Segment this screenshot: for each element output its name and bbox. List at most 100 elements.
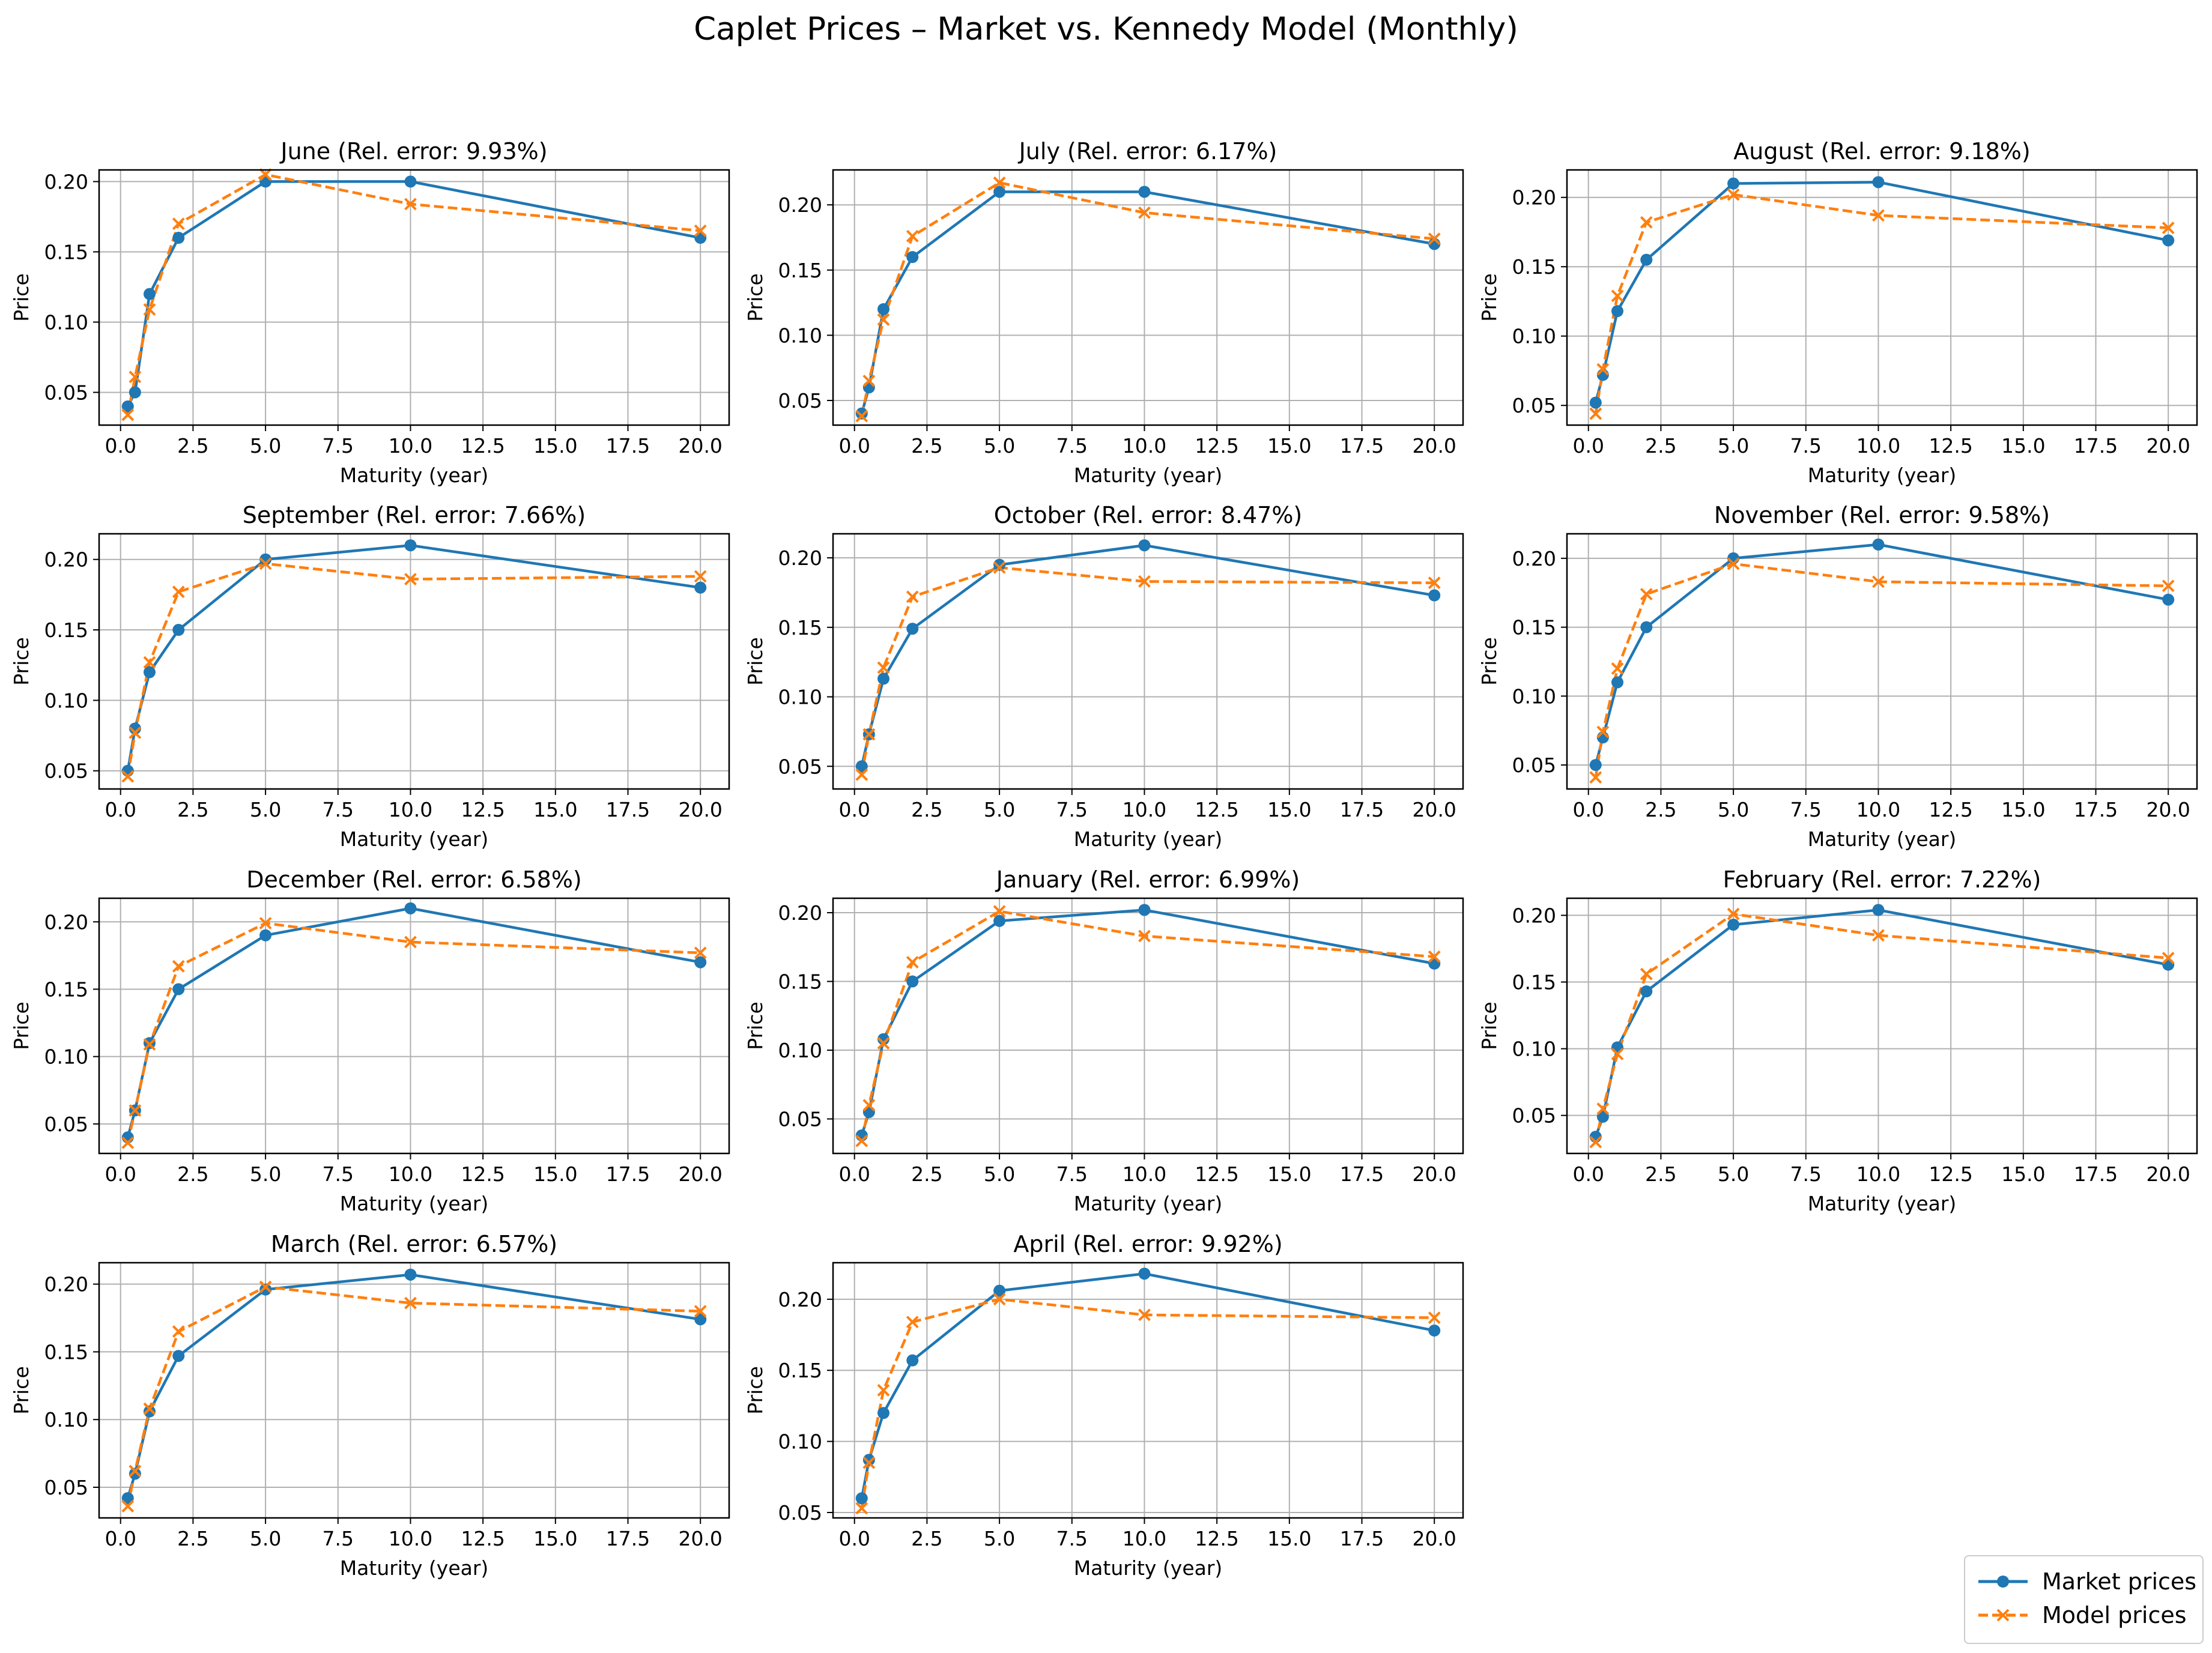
market-point bbox=[404, 1268, 417, 1281]
x-axis-label: Maturity (year) bbox=[340, 464, 489, 487]
market-point bbox=[1640, 621, 1653, 633]
subplot-title: March (Rel. error: 6.57%) bbox=[271, 1231, 557, 1257]
x-tick-label: 7.5 bbox=[323, 798, 354, 821]
model-point bbox=[862, 374, 876, 387]
y-tick-label: 0.05 bbox=[1512, 1104, 1556, 1128]
subplot-title: November (Rel. error: 9.58%) bbox=[1714, 502, 2050, 528]
market-point bbox=[1727, 177, 1740, 190]
x-tick-label: 10.0 bbox=[1856, 1162, 1900, 1186]
market-point bbox=[172, 232, 185, 244]
model-point bbox=[1428, 232, 1441, 246]
model-point bbox=[143, 303, 156, 316]
x-tick-label: 20.0 bbox=[2146, 798, 2190, 821]
plot-frame bbox=[98, 169, 730, 426]
model-point bbox=[121, 1500, 135, 1513]
model-point bbox=[1872, 575, 1885, 588]
subplot: 0.0 2.5 5.0 7.5 10.0 12.5 15.0 17.5 20.0 0.05 0.10… bbox=[10, 138, 730, 487]
y-tick-label: 0.20 bbox=[1512, 904, 1556, 927]
x-tick-label: 15.0 bbox=[1267, 1527, 1311, 1550]
y-tick-label: 0.10 bbox=[1512, 325, 1556, 348]
model-point bbox=[404, 198, 417, 211]
y-tick-label: 0.05 bbox=[778, 1108, 822, 1131]
model-point bbox=[1589, 407, 1602, 420]
x-tick-label: 10.0 bbox=[389, 798, 432, 821]
y-tick-label: 0.15 bbox=[1512, 971, 1556, 994]
model-point bbox=[993, 561, 1006, 574]
model-point bbox=[906, 590, 919, 603]
x-tick-label: 12.5 bbox=[1195, 798, 1238, 821]
y-axis-label: Price bbox=[10, 637, 33, 686]
model-point bbox=[1872, 209, 1885, 222]
market-point bbox=[855, 760, 868, 773]
model-line bbox=[860, 566, 1435, 775]
y-tick-label: 0.10 bbox=[778, 324, 822, 347]
subplot: 0.0 2.5 5.0 7.5 10.0 12.5 15.0 17.5 20.0 0.05 0.10… bbox=[1477, 866, 2198, 1215]
y-tick-label: 0.20 bbox=[1512, 186, 1556, 210]
legend: Market prices Model prices bbox=[1964, 1555, 2204, 1644]
x-tick-label: 15.0 bbox=[533, 1162, 577, 1186]
x-tick-label: 7.5 bbox=[1790, 798, 1822, 821]
y-tick-label: 0.05 bbox=[1512, 754, 1556, 777]
plot-frame bbox=[832, 533, 1464, 790]
x-tick-label: 20.0 bbox=[678, 1527, 722, 1550]
model-point bbox=[259, 1280, 272, 1293]
model-point bbox=[1596, 725, 1610, 739]
market-point bbox=[694, 1313, 707, 1326]
model-point bbox=[1138, 575, 1151, 588]
y-tick-label: 0.10 bbox=[44, 1045, 88, 1069]
market-point bbox=[1611, 1041, 1623, 1054]
x-tick-label: 0.0 bbox=[838, 434, 870, 458]
market-point bbox=[1138, 1268, 1151, 1280]
model-point bbox=[1872, 929, 1885, 942]
x-tick-label: 10.0 bbox=[389, 434, 432, 458]
x-tick-label: 7.5 bbox=[1056, 1162, 1088, 1186]
x-axis-label: Maturity (year) bbox=[1074, 1556, 1223, 1580]
y-tick-label: 0.20 bbox=[778, 193, 822, 217]
x-tick-label: 7.5 bbox=[1056, 1527, 1088, 1550]
model-point bbox=[1640, 588, 1653, 600]
market-point bbox=[877, 1033, 889, 1045]
x-tick-label: 7.5 bbox=[323, 1527, 354, 1550]
plot-frame bbox=[98, 533, 730, 790]
subplot-title: June (Rel. error: 9.93%) bbox=[279, 138, 547, 165]
legend-market-label: Market prices bbox=[2042, 1568, 2197, 1595]
market-point bbox=[993, 558, 1006, 571]
y-tick-label: 0.10 bbox=[44, 689, 88, 712]
market-point bbox=[993, 186, 1006, 198]
x-tick-label: 12.5 bbox=[461, 798, 505, 821]
model-point bbox=[1138, 1308, 1151, 1322]
market-point bbox=[1611, 676, 1623, 689]
x-axis-label: Maturity (year) bbox=[1808, 1192, 1957, 1215]
x-tick-label: 5.0 bbox=[984, 1527, 1015, 1550]
market-point bbox=[877, 1407, 889, 1419]
model-point bbox=[129, 726, 142, 739]
y-tick-label: 0.15 bbox=[44, 618, 88, 642]
y-tick-label: 0.15 bbox=[778, 1359, 822, 1382]
market-point bbox=[404, 902, 417, 914]
y-tick-label: 0.15 bbox=[44, 978, 88, 1001]
market-point bbox=[1727, 918, 1740, 931]
model-point bbox=[1611, 289, 1624, 303]
market-point bbox=[172, 1350, 185, 1362]
model-point bbox=[143, 656, 156, 669]
x-tick-label: 10.0 bbox=[389, 1162, 432, 1186]
x-tick-label: 0.0 bbox=[105, 798, 136, 821]
market-line bbox=[860, 1272, 1435, 1499]
x-tick-label: 17.5 bbox=[606, 434, 650, 458]
legend-model-swatch bbox=[1978, 1609, 2028, 1622]
y-tick-label: 0.05 bbox=[44, 1476, 88, 1499]
subplot: 0.0 2.5 5.0 7.5 10.0 12.5 15.0 17.5 20.0 0.05 0.10… bbox=[744, 502, 1464, 851]
market-point bbox=[143, 288, 156, 300]
y-axis-label: Price bbox=[744, 1002, 767, 1050]
model-line bbox=[126, 922, 701, 1143]
plot-frame bbox=[1566, 533, 2198, 790]
y-tick-label: 0.20 bbox=[778, 901, 822, 925]
subplot: 0.0 2.5 5.0 7.5 10.0 12.5 15.0 17.5 20.0 0.05 0.10… bbox=[1477, 502, 2198, 851]
y-tick-label: 0.20 bbox=[778, 546, 822, 570]
x-tick-label: 2.5 bbox=[911, 1527, 942, 1550]
x-tick-label: 5.0 bbox=[1718, 798, 1749, 821]
subplot: 0.0 2.5 5.0 7.5 10.0 12.5 15.0 17.5 20.0 0.05 0.10… bbox=[1477, 138, 2198, 487]
x-tick-label: 12.5 bbox=[1929, 434, 1972, 458]
market-point bbox=[404, 539, 417, 552]
model-point bbox=[855, 1502, 868, 1515]
